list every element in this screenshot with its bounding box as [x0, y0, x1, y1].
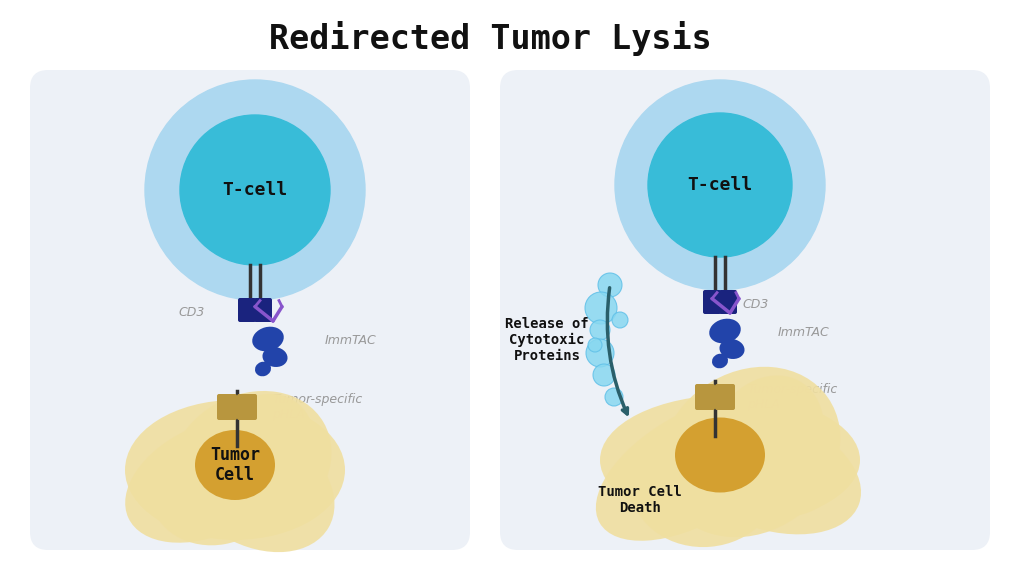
FancyBboxPatch shape	[238, 298, 256, 322]
Text: ImmTAC: ImmTAC	[325, 335, 377, 347]
Ellipse shape	[125, 417, 295, 543]
Circle shape	[585, 292, 617, 324]
Text: Tumor
Cell: Tumor Cell	[210, 446, 260, 484]
FancyBboxPatch shape	[695, 384, 715, 410]
FancyBboxPatch shape	[237, 394, 257, 420]
Ellipse shape	[675, 418, 765, 493]
Ellipse shape	[706, 375, 824, 509]
Circle shape	[180, 115, 330, 265]
Ellipse shape	[125, 400, 345, 540]
Ellipse shape	[630, 417, 780, 547]
Text: Tumor Cell
Death: Tumor Cell Death	[598, 485, 682, 515]
Text: CD3: CD3	[742, 299, 768, 312]
Ellipse shape	[255, 362, 271, 376]
Circle shape	[593, 364, 615, 386]
Ellipse shape	[710, 319, 740, 343]
Circle shape	[612, 312, 628, 328]
Ellipse shape	[596, 395, 795, 541]
Ellipse shape	[175, 418, 335, 552]
Ellipse shape	[262, 347, 288, 367]
Ellipse shape	[252, 327, 284, 351]
Circle shape	[615, 80, 825, 290]
Circle shape	[605, 388, 623, 406]
Circle shape	[588, 338, 602, 352]
FancyBboxPatch shape	[715, 384, 735, 410]
Ellipse shape	[720, 339, 744, 359]
FancyBboxPatch shape	[500, 70, 990, 550]
Ellipse shape	[195, 430, 275, 500]
Text: Redirected Tumor Lysis: Redirected Tumor Lysis	[268, 21, 712, 56]
Ellipse shape	[659, 367, 841, 537]
FancyBboxPatch shape	[703, 290, 721, 314]
Text: T-cell: T-cell	[222, 181, 288, 199]
Ellipse shape	[721, 414, 839, 516]
Text: T-cell: T-cell	[687, 176, 753, 194]
Text: Tumor-specific
pHLA: Tumor-specific pHLA	[272, 393, 362, 421]
Ellipse shape	[669, 406, 861, 535]
Circle shape	[586, 339, 614, 367]
Circle shape	[590, 320, 610, 340]
Ellipse shape	[169, 391, 332, 539]
Ellipse shape	[712, 354, 728, 368]
Ellipse shape	[206, 394, 314, 506]
Circle shape	[145, 80, 365, 300]
Text: Release of
Cytotoxic
Proteins: Release of Cytotoxic Proteins	[505, 317, 589, 363]
Circle shape	[648, 113, 792, 257]
Text: CD3: CD3	[178, 307, 205, 320]
Ellipse shape	[600, 395, 860, 525]
Circle shape	[598, 273, 622, 297]
FancyBboxPatch shape	[217, 394, 237, 420]
FancyBboxPatch shape	[30, 70, 470, 550]
FancyBboxPatch shape	[254, 298, 272, 322]
Text: ImmTAC: ImmTAC	[778, 327, 829, 339]
Text: Tumor-specific
pHLA: Tumor-specific pHLA	[746, 383, 838, 411]
FancyBboxPatch shape	[719, 290, 737, 314]
Ellipse shape	[151, 435, 280, 545]
